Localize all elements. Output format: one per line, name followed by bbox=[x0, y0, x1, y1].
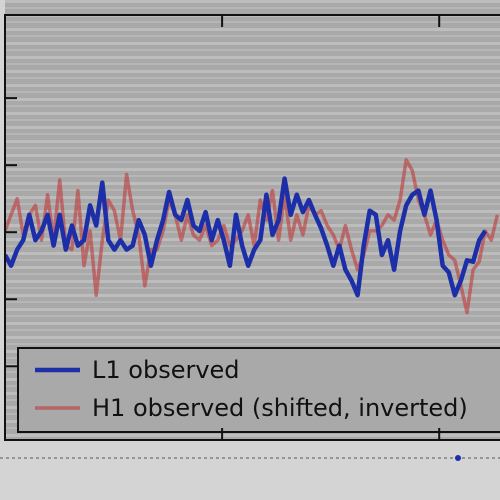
legend-box bbox=[17, 347, 500, 433]
series-line bbox=[5, 158, 500, 315]
decoration-dot bbox=[455, 455, 461, 461]
plot-frame bbox=[4, 14, 500, 441]
legend-label: H1 observed (shifted, inverted) bbox=[92, 394, 468, 422]
series-line bbox=[5, 176, 488, 298]
legend: L1 observed H1 observed (shifted, inverte… bbox=[17, 347, 500, 433]
legend-label: L1 observed bbox=[92, 356, 240, 384]
lines bbox=[5, 158, 500, 315]
